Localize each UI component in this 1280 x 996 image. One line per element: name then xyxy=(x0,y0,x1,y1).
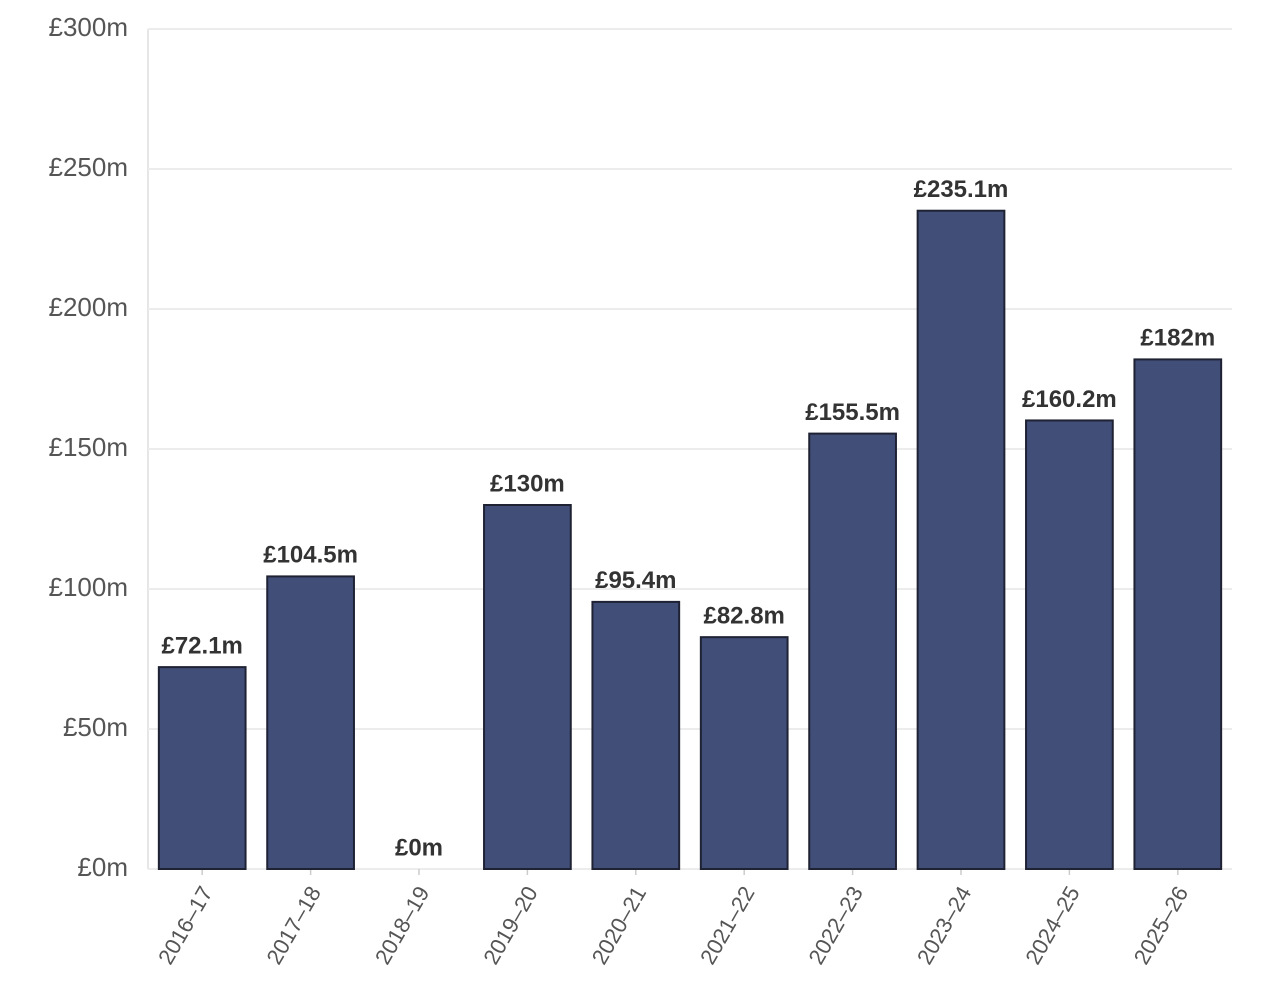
y-tick-label: £200m xyxy=(49,292,129,322)
x-tick-label: 2018–19 xyxy=(370,882,434,969)
bar xyxy=(916,209,1006,871)
x-tick-label: 2022–23 xyxy=(803,882,867,969)
value-label: £72.1m xyxy=(161,632,242,659)
x-tick-label: 2023–24 xyxy=(912,882,976,969)
y-tick-label: £300m xyxy=(49,12,129,42)
value-label: £130m xyxy=(490,470,565,497)
value-label: £104.5m xyxy=(263,542,358,569)
value-label: £95.4m xyxy=(595,567,676,594)
x-tick-label: 2024–25 xyxy=(1020,882,1084,969)
bar xyxy=(591,600,681,870)
value-label: £235.1m xyxy=(914,176,1009,203)
x-tick-label: 2016–17 xyxy=(153,882,217,969)
y-tick-label: £250m xyxy=(49,152,129,182)
x-tick-label: 2017–18 xyxy=(261,882,325,969)
value-label: £155.5m xyxy=(805,399,900,426)
bar xyxy=(1025,419,1114,870)
bar xyxy=(808,432,897,870)
x-tick-label: 2020–21 xyxy=(587,882,651,969)
y-tick-label: £0m xyxy=(77,852,128,882)
bar xyxy=(266,575,355,871)
y-tick-label: £150m xyxy=(49,432,129,462)
y-tick-label: £100m xyxy=(49,572,129,602)
bar xyxy=(1133,358,1223,870)
value-label: £82.8m xyxy=(703,603,784,630)
value-label: £182m xyxy=(1140,325,1215,352)
y-tick-label: £50m xyxy=(63,712,128,742)
x-tick-label: 2025–26 xyxy=(1129,882,1193,969)
x-tick-label: 2019–20 xyxy=(478,882,542,969)
bar xyxy=(483,504,572,870)
value-label: £0m xyxy=(395,834,443,861)
bar xyxy=(157,666,247,870)
bar xyxy=(699,636,789,870)
value-label: £160.2m xyxy=(1022,386,1117,413)
x-tick-label: 2021–22 xyxy=(695,882,759,969)
